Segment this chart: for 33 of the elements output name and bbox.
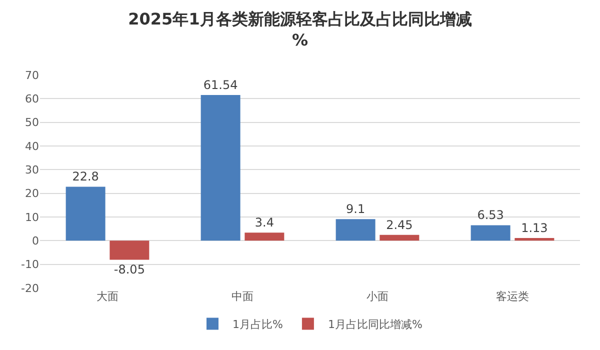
data-label: 3.4 [254, 216, 274, 230]
bar [380, 234, 420, 241]
bar [514, 238, 554, 241]
bar [470, 225, 510, 241]
legend-label: 1月占比同比增减% [328, 318, 422, 332]
bar [200, 95, 240, 241]
data-label: 9.1 [346, 202, 366, 216]
y-tick-label: 50 [25, 116, 39, 130]
y-tick-label: 70 [25, 68, 39, 82]
x-tick-label: 客运类 [496, 290, 529, 303]
x-tick-label: 中面 [232, 290, 254, 303]
bar [110, 240, 150, 260]
y-tick-label: 0 [32, 234, 39, 248]
data-label: 6.53 [477, 208, 504, 222]
y-tick-label: 40 [25, 140, 39, 153]
bar [336, 219, 376, 241]
y-tick-label: 10 [25, 210, 39, 224]
x-tick-label: 小面 [366, 290, 388, 303]
y-tick-label: 60 [25, 92, 39, 106]
y-tick-label: -20 [21, 282, 39, 295]
bar [66, 186, 106, 241]
legend-label: 1月占比% [232, 318, 283, 332]
data-label: 22.8 [72, 170, 99, 184]
y-tick-label: 30 [25, 164, 39, 177]
data-label: 2.45 [386, 218, 413, 232]
data-label: 1.13 [521, 220, 548, 235]
data-label: -8.05 [114, 262, 145, 277]
bar [244, 232, 284, 241]
data-label: 61.54 [203, 78, 238, 92]
chart-title: 2025年1月各类新能源轻客占比及占比同比增减 % [128, 10, 472, 50]
x-tick-label: 大面 [96, 290, 118, 303]
y-tick-label: 20 [25, 187, 39, 200]
y-tick-label: -10 [21, 258, 39, 272]
